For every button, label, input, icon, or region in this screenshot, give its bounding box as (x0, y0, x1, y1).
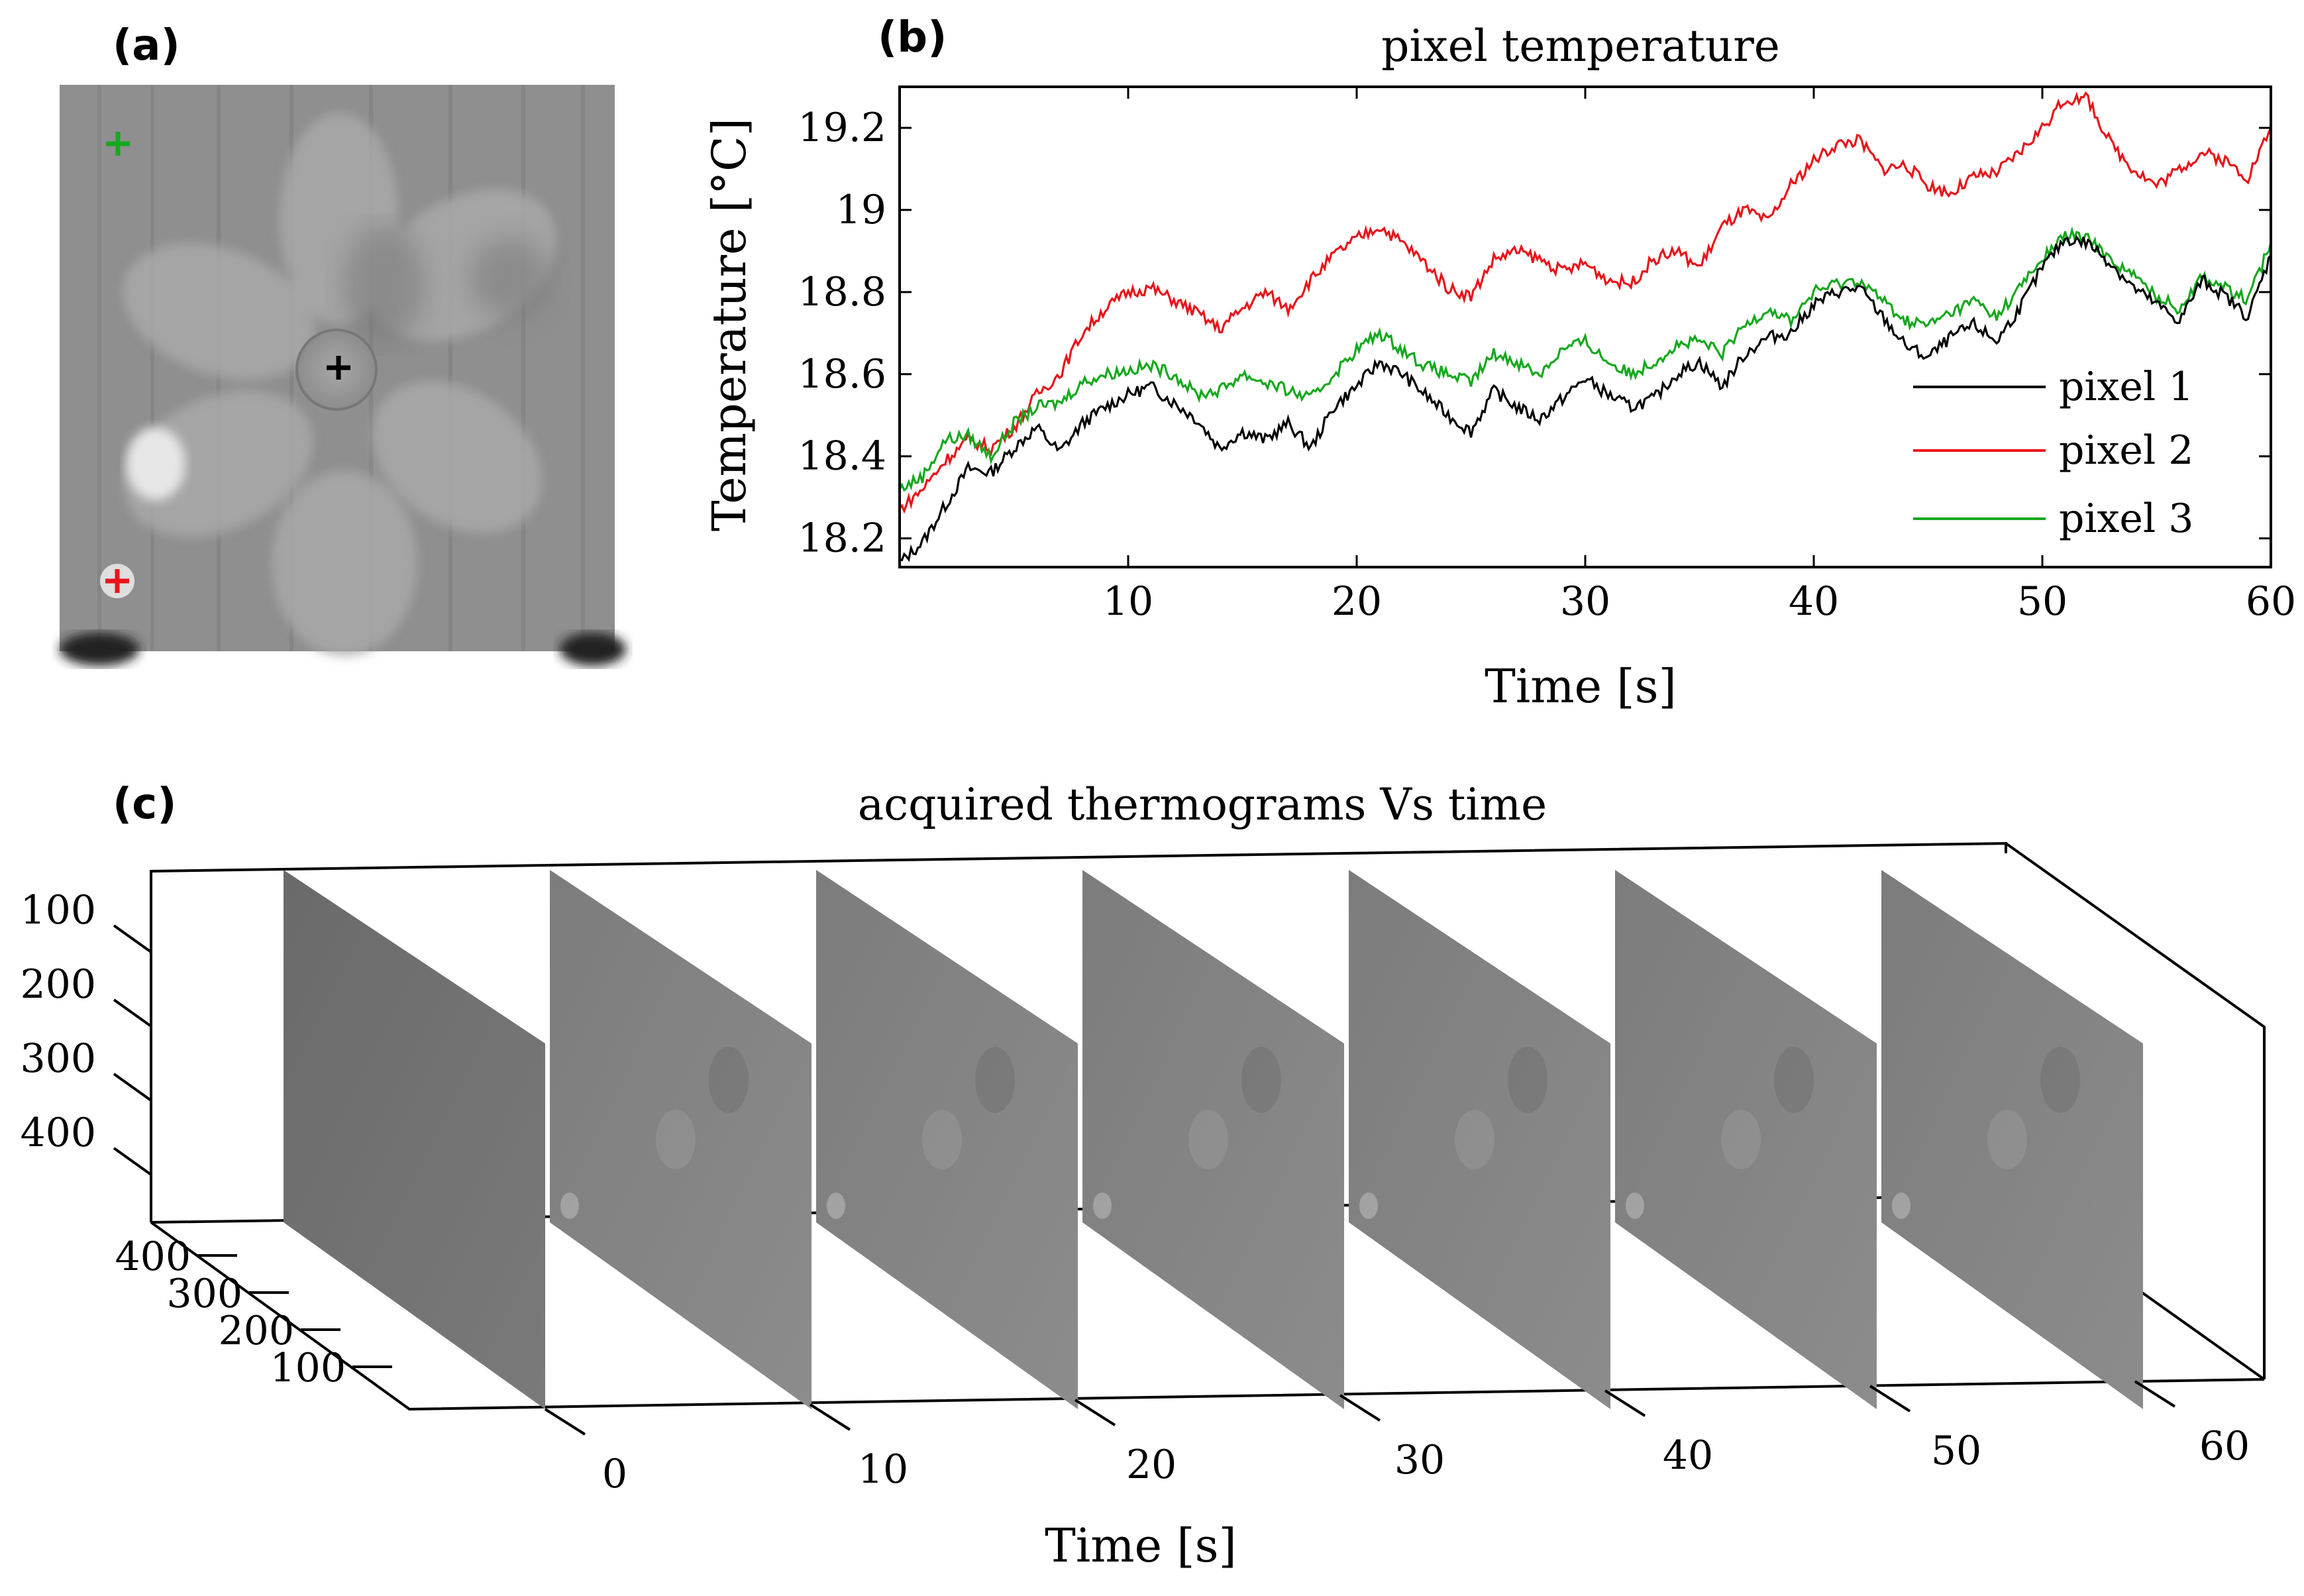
time-tick-mark (1604, 1389, 1646, 1417)
time-tick-label: 40 (1663, 1432, 1713, 1479)
legend-label-pixel-2: pixel 2 (2059, 427, 2193, 474)
slice-feature-hotspot (560, 1193, 579, 1219)
time-tick-label: 50 (1931, 1428, 1981, 1474)
v-tick-label: 400 (20, 1110, 96, 1156)
x-tick-label: 50 (2017, 578, 2068, 625)
y-tick-label: 18.8 (798, 269, 886, 315)
slice-feature-center (922, 1110, 962, 1169)
chart-b-xlabel: Time [s] (1485, 659, 1677, 714)
marker-pixel-3 (106, 132, 130, 156)
x-tick-label: 60 (2246, 578, 2296, 625)
depth-tick-label: 400 (115, 1234, 191, 1280)
time-tick-label: 60 (2199, 1423, 2250, 1469)
time-tick-mark (1869, 1385, 1911, 1412)
slice-feature-dark (1508, 1047, 1547, 1113)
panel-b-label: (b) (878, 13, 947, 62)
thermogram-slice-t10 (550, 870, 812, 1409)
marker-pixel-2 (105, 569, 129, 593)
slice-feature-dark (1774, 1047, 1814, 1113)
depth-tick-label: 200 (218, 1308, 294, 1354)
time-tick-label: 30 (1394, 1437, 1445, 1483)
chart-c-title: acquired thermograms Vs time (858, 779, 1547, 830)
thermogram-slice-t50 (1615, 870, 1877, 1409)
time-tick-label: 0 (602, 1451, 627, 1497)
thermogram-slice-t60 (1881, 870, 2143, 1409)
time-tick-mark (1339, 1394, 1381, 1422)
legend-label-pixel-3: pixel 3 (2059, 496, 2193, 542)
panel-a-thermogram (60, 85, 626, 666)
slice-plane (284, 870, 545, 1409)
slice-feature-hotspot (1093, 1193, 1112, 1219)
x-tick-label: 20 (1332, 578, 1382, 625)
y-tick-label: 19.2 (798, 105, 886, 151)
thermogram-slice-t20 (816, 870, 1078, 1409)
chart-b-legend: pixel 1 pixel 2 pixel 3 (1913, 364, 2193, 542)
slice-feature-center (1721, 1110, 1761, 1169)
slice-feature-dark (975, 1047, 1015, 1113)
slice-feature-hotspot (827, 1193, 845, 1219)
chart-b: 10 20 30 40 50 60 18.2 18.4 18.6 18.8 19 19.2 (798, 85, 2296, 625)
marker-pixel-1 (327, 356, 350, 380)
v-tick-label: 100 (20, 887, 96, 933)
v-tick-mark (113, 998, 152, 1028)
slice-feature-dark (709, 1047, 749, 1113)
time-tick-mark (809, 1403, 851, 1431)
slice-feature-hotspot (1892, 1193, 1911, 1219)
series-line-pixel-2 (898, 91, 2272, 514)
thermogram-slice-t40 (1349, 870, 1610, 1409)
time-tick-mark (2134, 1380, 2176, 1408)
x-tick-label: 30 (1560, 578, 1610, 625)
slice-feature-center (1987, 1110, 2027, 1169)
time-tick-label: 20 (1126, 1442, 1177, 1488)
v-tick-label: 300 (20, 1036, 96, 1082)
x-tick-label: 10 (1103, 578, 1153, 625)
depth-tick-label: 100 (270, 1345, 346, 1391)
chart-c-xlabel: Time [s] (1045, 1518, 1237, 1573)
slice-feature-dark (2040, 1047, 2080, 1113)
slice-feature-hotspot (1359, 1193, 1378, 1219)
v-tick-mark (113, 924, 152, 953)
series-line-pixel-1 (899, 235, 2272, 562)
time-tick-label: 10 (858, 1446, 908, 1493)
thermogram-slice-t0 (284, 870, 545, 1409)
chart-b-title: pixel temperature (1381, 21, 1780, 72)
y-tick-label: 18.4 (798, 433, 886, 480)
series-line-pixel-3 (898, 226, 2272, 492)
thermogram-slice-t30 (1082, 870, 1344, 1409)
chart-b-ylabel: Temperature [°C] (702, 118, 757, 531)
x-tick-label: 40 (1789, 578, 1839, 625)
slice-feature-center (656, 1110, 696, 1169)
slice-feature-hotspot (1626, 1193, 1644, 1219)
time-tick-mark (1074, 1399, 1116, 1426)
slice-feature-center (1188, 1110, 1228, 1169)
v-tick-mark (113, 1073, 152, 1102)
panel-a-label: (a) (113, 21, 180, 70)
panel-c-label: (c) (113, 780, 176, 829)
chart-b-axes-box (898, 85, 2272, 568)
y-tick-label: 18.6 (798, 351, 886, 398)
slice-feature-center (1455, 1110, 1494, 1169)
y-tick-label: 19 (836, 187, 886, 233)
time-tick-mark (544, 1408, 586, 1436)
slice-feature-dark (1241, 1047, 1281, 1113)
legend-label-pixel-1: pixel 1 (2059, 364, 2193, 410)
v-tick-mark (113, 1147, 152, 1176)
y-tick-label: 18.2 (798, 515, 886, 562)
v-tick-label: 200 (20, 961, 96, 1008)
depth-tick-label: 300 (166, 1271, 242, 1317)
